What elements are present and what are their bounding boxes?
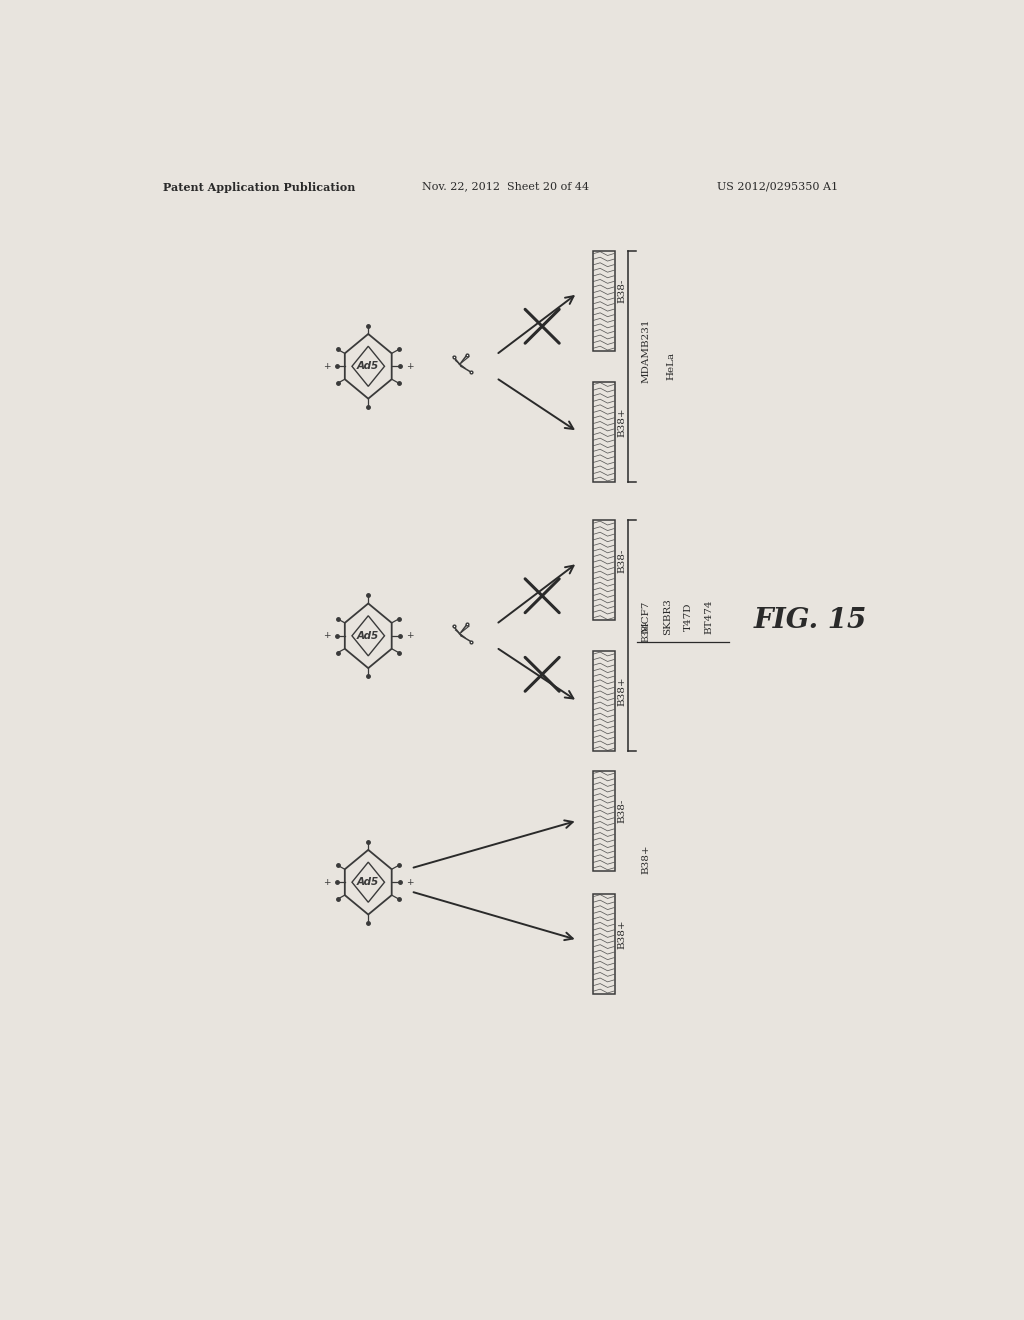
Text: B38-: B38- (617, 799, 627, 822)
Text: B38+: B38+ (617, 407, 627, 437)
Text: Ad5: Ad5 (357, 362, 379, 371)
Text: T47D: T47D (684, 602, 692, 631)
Text: B38+: B38+ (642, 845, 651, 874)
Text: +: + (324, 631, 331, 640)
Text: FIG. 15: FIG. 15 (754, 607, 866, 634)
Text: Nov. 22, 2012  Sheet 20 of 44: Nov. 22, 2012 Sheet 20 of 44 (423, 182, 590, 191)
Text: +: + (406, 362, 414, 371)
Bar (593, 771, 614, 871)
Text: BT474: BT474 (705, 599, 714, 634)
Bar (593, 894, 614, 994)
Text: HeLa: HeLa (667, 352, 676, 380)
Bar (593, 651, 614, 751)
Text: MDAMB231: MDAMB231 (642, 318, 651, 383)
Bar (593, 520, 614, 620)
Text: +: + (324, 362, 331, 371)
Bar (593, 381, 614, 482)
Text: Ad5: Ad5 (357, 631, 379, 640)
Bar (593, 251, 614, 351)
Text: +: + (406, 878, 414, 887)
Text: SKBR3: SKBR3 (663, 598, 672, 635)
Text: Ad5: Ad5 (357, 878, 379, 887)
Text: +: + (406, 631, 414, 640)
Text: B38-: B38- (642, 622, 651, 643)
Text: US 2012/0295350 A1: US 2012/0295350 A1 (717, 182, 838, 191)
Text: B38-: B38- (617, 279, 627, 304)
Text: Patent Application Publication: Patent Application Publication (163, 182, 355, 193)
Text: B38-: B38- (617, 548, 627, 573)
Text: +: + (324, 878, 331, 887)
Text: MCF7: MCF7 (642, 601, 651, 632)
Text: B38+: B38+ (617, 919, 627, 949)
Text: B38+: B38+ (617, 676, 627, 706)
